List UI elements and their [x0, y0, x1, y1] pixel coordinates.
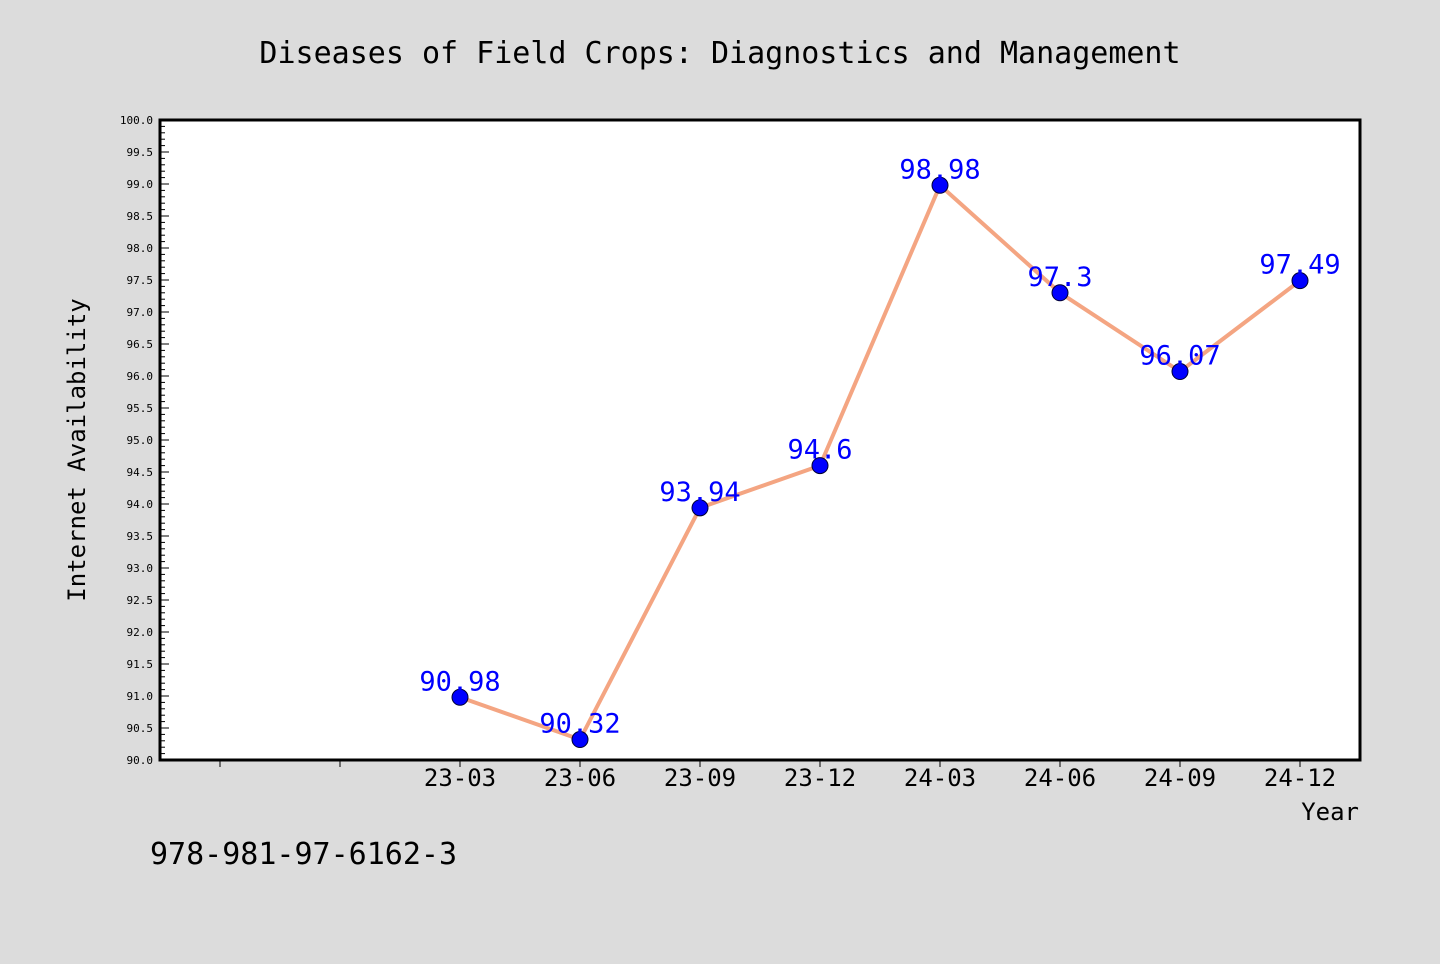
y-tick-label: 92.0 — [127, 626, 154, 639]
plot-area — [160, 120, 1360, 760]
data-label: 94.6 — [787, 435, 852, 466]
y-tick-label: 98.0 — [127, 242, 154, 255]
y-tick-label: 90.5 — [127, 722, 154, 735]
x-tick-label: 24-12 — [1264, 764, 1336, 792]
isbn-text: 978-981-97-6162-3 — [150, 837, 457, 872]
data-label: 93.94 — [659, 477, 740, 508]
data-label: 97.3 — [1027, 262, 1092, 293]
y-tick-label: 94.0 — [127, 498, 154, 511]
y-tick-label: 98.5 — [127, 210, 154, 223]
y-tick-label: 96.5 — [127, 338, 154, 351]
x-tick-label: 23-03 — [424, 764, 496, 792]
y-tick-label: 93.0 — [127, 562, 154, 575]
x-tick-label: 23-06 — [544, 764, 616, 792]
y-tick-label: 97.5 — [127, 274, 154, 287]
y-tick-label: 93.5 — [127, 530, 154, 543]
y-tick-label: 95.5 — [127, 402, 154, 415]
y-tick-label: 100.0 — [120, 114, 153, 127]
y-tick-label: 97.0 — [127, 306, 154, 319]
x-tick-label: 24-09 — [1144, 764, 1216, 792]
y-tick-label: 90.0 — [127, 754, 154, 767]
y-tick-label: 99.5 — [127, 146, 154, 159]
y-axis-label: Internet Availability — [63, 298, 91, 601]
data-label: 97.49 — [1259, 250, 1340, 281]
y-tick-label: 91.5 — [127, 658, 154, 671]
y-tick-label: 92.5 — [127, 594, 154, 607]
y-tick-label: 99.0 — [127, 178, 154, 191]
data-label: 90.32 — [539, 709, 620, 740]
y-tick-label: 96.0 — [127, 370, 154, 383]
x-tick-label: 24-03 — [904, 764, 976, 792]
y-tick-label: 91.0 — [127, 690, 154, 703]
x-tick-label: 23-09 — [664, 764, 736, 792]
data-label: 98.98 — [899, 154, 980, 185]
y-tick-label: 95.0 — [127, 434, 154, 447]
x-tick-label: 23-12 — [784, 764, 856, 792]
x-axis-label: Year — [1301, 798, 1359, 826]
x-tick-label: 24-06 — [1024, 764, 1096, 792]
chart-title: Diseases of Field Crops: Diagnostics and… — [259, 36, 1180, 71]
data-label: 90.98 — [419, 666, 500, 697]
data-label: 96.07 — [1139, 341, 1220, 372]
y-tick-label: 94.5 — [127, 466, 154, 479]
